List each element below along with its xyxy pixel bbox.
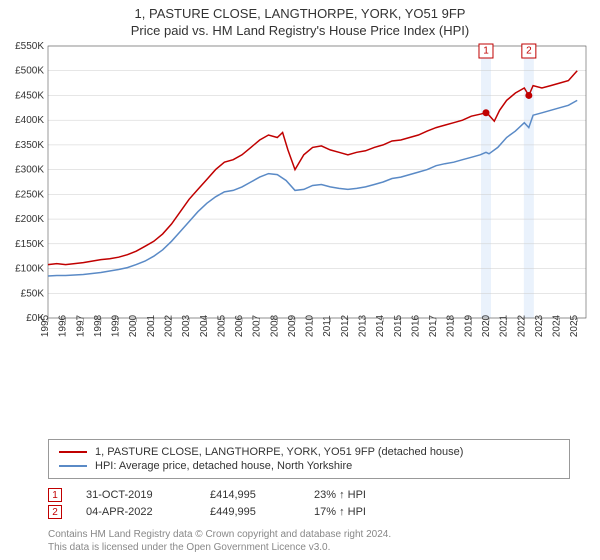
footer-attribution: Contains HM Land Registry data © Crown c…	[48, 528, 570, 554]
marker-diff: 23% ↑ HPI	[314, 489, 394, 501]
footer-line2: This data is licensed under the Open Gov…	[48, 541, 570, 554]
marker-diff: 17% ↑ HPI	[314, 506, 394, 518]
legend-swatch-hpi	[59, 465, 87, 467]
svg-text:£500K: £500K	[15, 66, 44, 77]
legend-row-hpi: HPI: Average price, detached house, Nort…	[59, 460, 559, 472]
title-address: 1, PASTURE CLOSE, LANGTHORPE, YORK, YO51…	[0, 6, 600, 21]
svg-text:£450K: £450K	[15, 90, 44, 101]
title-subtitle: Price paid vs. HM Land Registry's House …	[0, 23, 600, 38]
svg-text:£200K: £200K	[15, 214, 44, 225]
legend-label-property: 1, PASTURE CLOSE, LANGTHORPE, YORK, YO51…	[95, 446, 463, 458]
svg-text:£300K: £300K	[15, 165, 44, 176]
legend-label-hpi: HPI: Average price, detached house, Nort…	[95, 460, 352, 472]
marker-row: 2 04-APR-2022 £449,995 17% ↑ HPI	[48, 505, 570, 519]
legend-box: 1, PASTURE CLOSE, LANGTHORPE, YORK, YO51…	[48, 439, 570, 479]
marker-badge: 2	[48, 505, 62, 519]
svg-text:£50K: £50K	[21, 288, 45, 299]
svg-text:£550K: £550K	[15, 41, 44, 52]
legend-swatch-property	[59, 451, 87, 453]
svg-text:£150K: £150K	[15, 239, 44, 250]
line-chart-svg: £0K£50K£100K£150K£200K£250K£300K£350K£40…	[0, 38, 600, 358]
chart-titles: 1, PASTURE CLOSE, LANGTHORPE, YORK, YO51…	[0, 0, 600, 38]
svg-text:£250K: £250K	[15, 189, 44, 200]
svg-text:2: 2	[526, 46, 532, 57]
chart-container: 1, PASTURE CLOSE, LANGTHORPE, YORK, YO51…	[0, 0, 600, 560]
svg-text:£350K: £350K	[15, 140, 44, 151]
marker-date: 31-OCT-2019	[86, 489, 186, 501]
footer-line1: Contains HM Land Registry data © Crown c…	[48, 528, 570, 541]
svg-text:£400K: £400K	[15, 115, 44, 126]
marker-date: 04-APR-2022	[86, 506, 186, 518]
marker-row: 1 31-OCT-2019 £414,995 23% ↑ HPI	[48, 488, 570, 502]
svg-text:£100K: £100K	[15, 264, 44, 275]
marker-price: £449,995	[210, 506, 290, 518]
svg-text:1: 1	[483, 46, 489, 57]
marker-badge: 1	[48, 488, 62, 502]
marker-table: 1 31-OCT-2019 £414,995 23% ↑ HPI 2 04-APR-202…	[48, 485, 570, 522]
marker-price: £414,995	[210, 489, 290, 501]
chart-area: £0K£50K£100K£150K£200K£250K£300K£350K£40…	[0, 38, 600, 435]
legend-row-property: 1, PASTURE CLOSE, LANGTHORPE, YORK, YO51…	[59, 446, 559, 458]
